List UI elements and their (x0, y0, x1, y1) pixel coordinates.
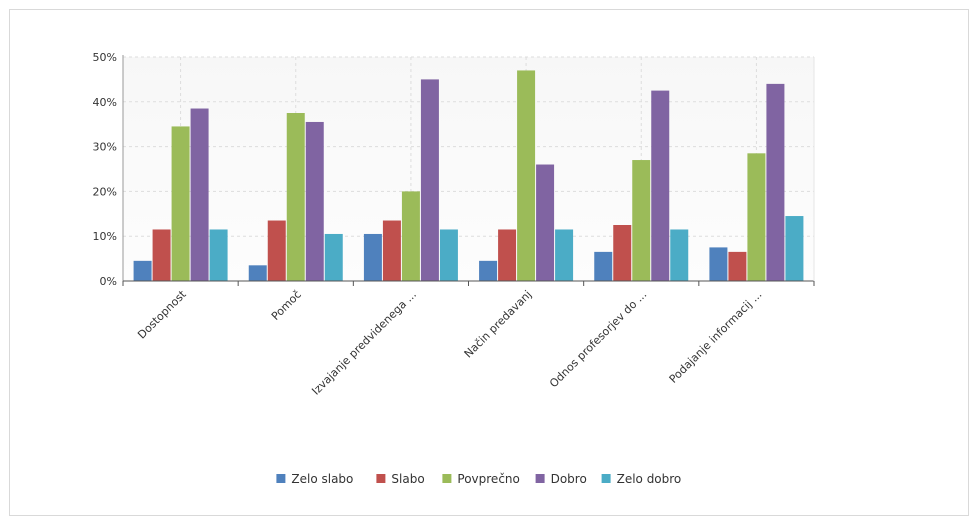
y-tick-label: 20% (93, 185, 117, 198)
bar-zelo-slabo[interactable] (248, 265, 267, 281)
x-tick-label: Dostopnost (135, 287, 189, 341)
y-tick-labels: 0% 10% 20% 30% 40% 50% (93, 51, 117, 288)
bar-slabo[interactable] (267, 220, 286, 281)
bar-zelo-dobro[interactable] (209, 229, 228, 281)
axes (122, 55, 815, 286)
bar-dobro[interactable] (651, 90, 670, 281)
legend-swatch (601, 474, 611, 483)
bar-zelo-slabo[interactable] (133, 260, 152, 281)
bar-dobro[interactable] (766, 83, 785, 281)
plot-area (123, 57, 814, 281)
bars (133, 70, 804, 282)
legend-label: Zelo slabo (291, 472, 353, 486)
legend-item[interactable]: Zelo dobro (601, 472, 682, 486)
legend-item[interactable]: Zelo slabo (276, 472, 353, 486)
x-tick-label: Podajanje informacij ... (667, 288, 765, 386)
legend-item[interactable]: Povprečno (442, 472, 520, 486)
bar-slabo[interactable] (498, 229, 517, 281)
bar-zelo-slabo[interactable] (479, 260, 498, 281)
bar-zelo-slabo[interactable] (363, 233, 382, 281)
bar-zelo-dobro[interactable] (555, 229, 574, 281)
y-tick-label: 10% (93, 230, 117, 243)
legend-swatch (535, 474, 545, 483)
legend-item[interactable]: Dobro (535, 472, 587, 486)
x-tick-labels: Dostopnost Pomoč Izvajanje predvidenega ..… (135, 287, 764, 397)
bar-zelo-dobro[interactable] (439, 229, 458, 281)
legend-swatch (442, 474, 452, 483)
y-tick-label: 30% (93, 141, 117, 154)
bar-dobro[interactable] (190, 108, 209, 282)
bar-povprečno[interactable] (517, 70, 536, 281)
bar-zelo-slabo[interactable] (594, 251, 613, 281)
y-tick-label: 0% (100, 275, 117, 288)
bar-povprečno[interactable] (286, 113, 305, 281)
legend-item[interactable]: Slabo (376, 472, 425, 486)
bar-povprečno[interactable] (171, 126, 190, 281)
bar-dobro[interactable] (420, 79, 439, 282)
bar-zelo-dobro[interactable] (785, 216, 804, 281)
bar-slabo[interactable] (728, 251, 747, 281)
bar-zelo-dobro[interactable] (324, 233, 343, 281)
bar-slabo[interactable] (613, 225, 632, 281)
bar-dobro[interactable] (305, 121, 324, 282)
bar-zelo-slabo[interactable] (709, 247, 728, 281)
legend-swatch (376, 474, 386, 483)
legend-swatch (276, 474, 286, 483)
y-tick-label: 50% (93, 51, 117, 64)
x-tick-label: Odnos profesorjev do ... (547, 288, 649, 390)
legend: Zelo slabo Slabo Povprečno Dobro Zelo dobro (276, 472, 681, 486)
bar-povprečno[interactable] (747, 153, 766, 281)
bar-povprečno[interactable] (401, 191, 420, 281)
bar-slabo[interactable] (152, 229, 171, 281)
bar-slabo[interactable] (382, 220, 401, 281)
legend-label: Dobro (551, 472, 587, 486)
x-tick-label: Način predavanj (462, 288, 535, 361)
y-tick-label: 40% (93, 96, 117, 109)
bar-zelo-dobro[interactable] (670, 229, 689, 281)
legend-label: Slabo (391, 472, 424, 486)
bar-povprečno[interactable] (632, 160, 651, 281)
x-tick-label: Pomoč (269, 288, 304, 323)
legend-label: Zelo dobro (617, 472, 682, 486)
x-tick-label: Izvajanje predvidenega ... (309, 288, 419, 398)
legend-label: Povprečno (457, 472, 519, 486)
bar-dobro[interactable] (536, 164, 555, 281)
